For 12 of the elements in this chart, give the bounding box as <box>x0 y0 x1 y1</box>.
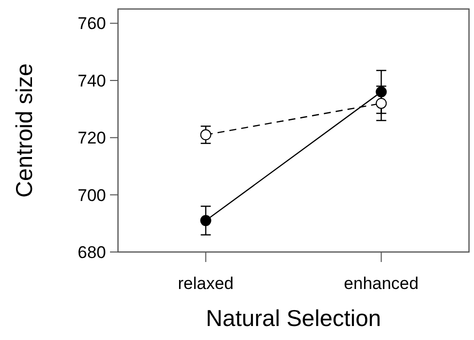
y-axis-title: Centroid size <box>11 63 37 198</box>
y-tick-label: 700 <box>78 186 106 205</box>
x-axis-title: Natural Selection <box>206 305 382 331</box>
point <box>200 129 212 140</box>
x-tick-label: enhanced <box>344 274 419 293</box>
x-tick-label: relaxed <box>178 274 234 293</box>
y-tick-label: 720 <box>78 128 106 148</box>
y-tick-label: 680 <box>78 242 106 262</box>
point <box>376 98 387 109</box>
y-tick-label: 760 <box>78 14 106 34</box>
point <box>200 215 212 226</box>
y-tick-label: 740 <box>78 71 106 90</box>
